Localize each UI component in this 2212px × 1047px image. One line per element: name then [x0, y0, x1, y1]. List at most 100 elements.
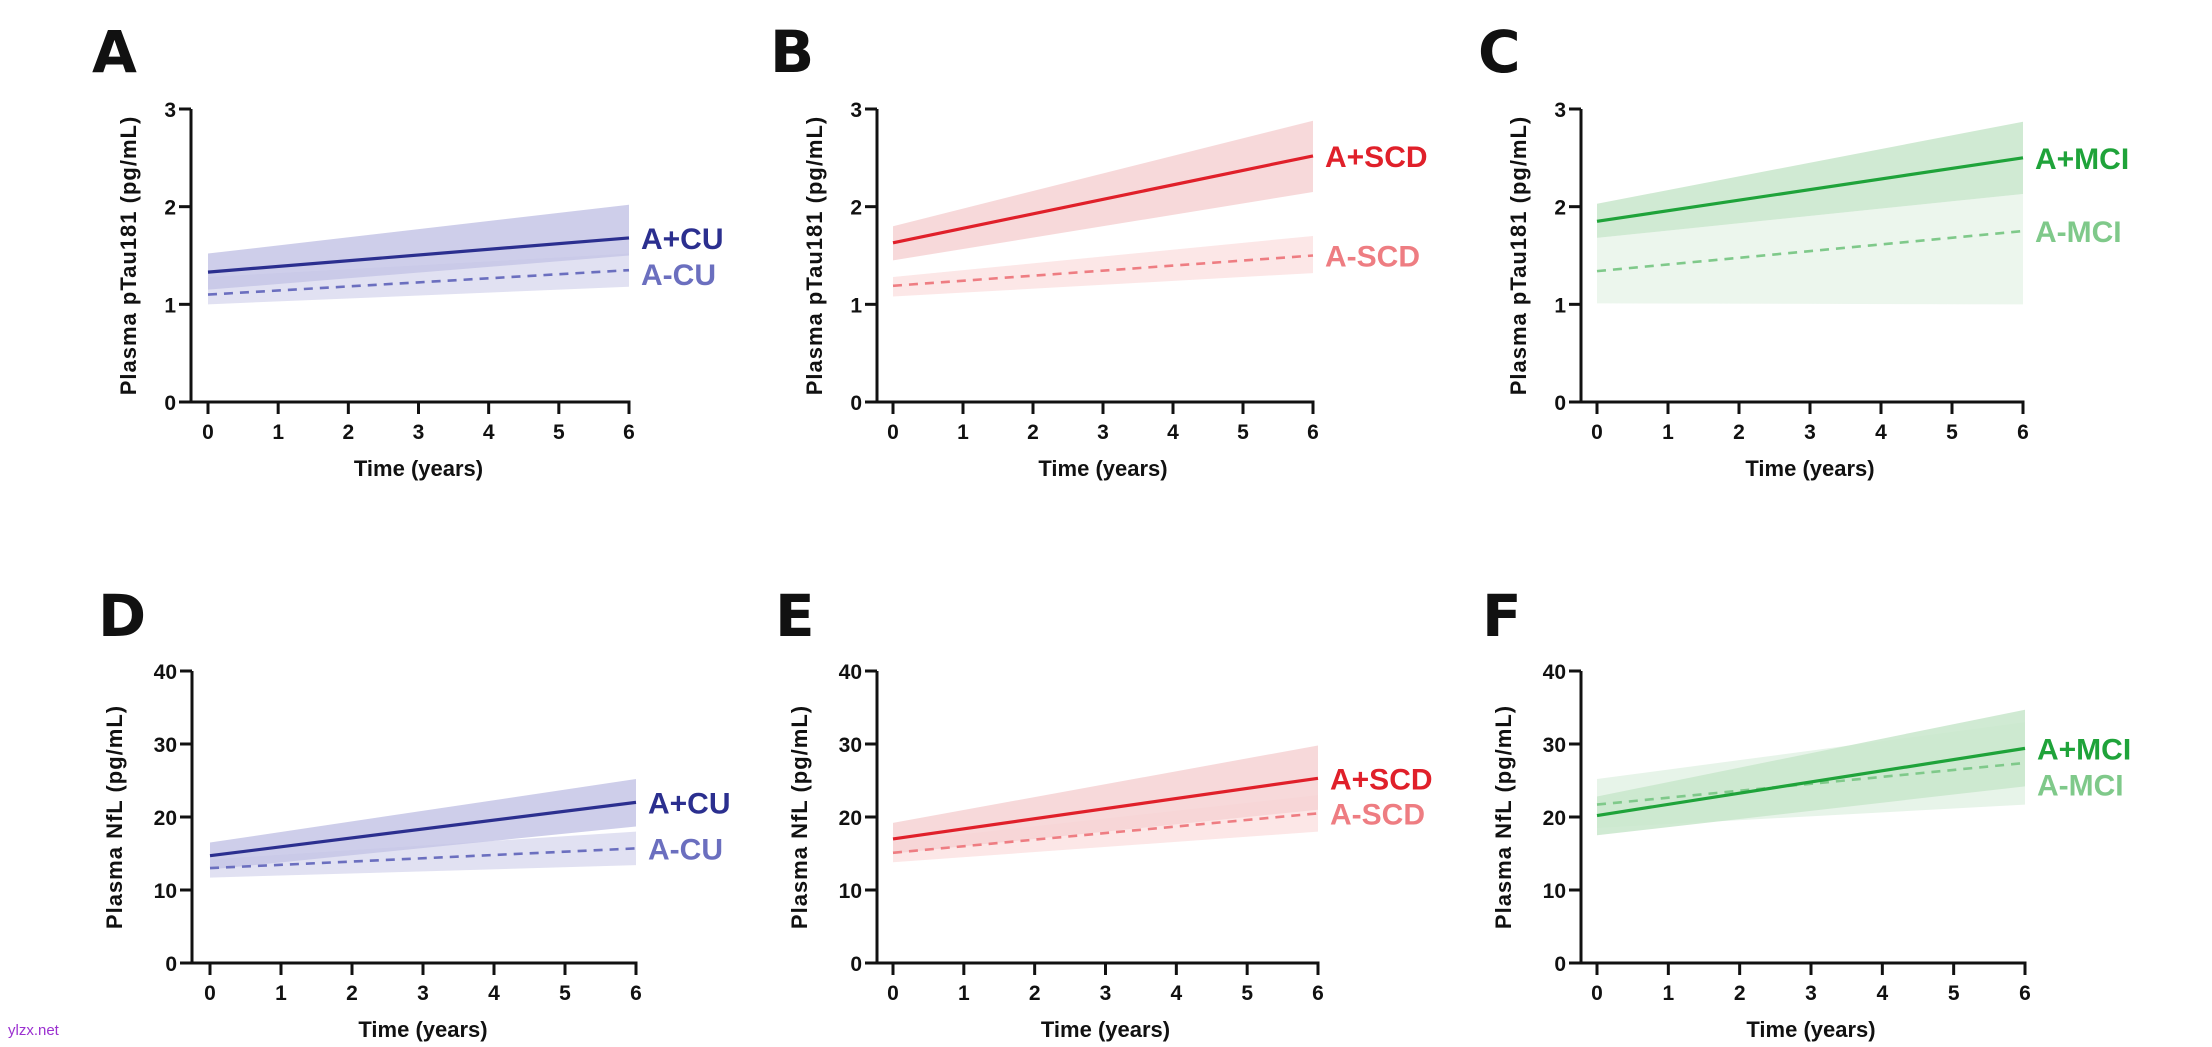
panel-letter: B: [770, 18, 814, 86]
series-line-aneg-cu: [209, 847, 637, 870]
x-tick-label: 2: [342, 421, 354, 444]
y-tick-label: 30: [1543, 734, 1566, 757]
y-tick-label: 10: [154, 880, 177, 903]
y-tick-label: 1: [850, 294, 862, 317]
series-label-negative: A-SCD: [1330, 798, 1425, 831]
series-label-positive: A+CU: [641, 223, 724, 256]
panel-a: A 0 1 2 3 0 1 2 3 4 5 6 Time (years) Plasma pTau181 (…: [92, 18, 724, 481]
x-tick-label: 2: [346, 982, 358, 1005]
y-tick-label: 2: [164, 197, 176, 220]
y-axis-title: Plasma NfL (pg/mL): [1491, 705, 1516, 929]
series-line-aneg-scd: [892, 812, 1319, 855]
x-axis-title: Time (years): [358, 1017, 487, 1042]
x-tick-label: 1: [1662, 421, 1674, 444]
y-axis-title: Plasma pTau181 (pg/mL): [802, 116, 827, 396]
x-tick-label: 4: [1876, 982, 1888, 1005]
panel-b: B 0 1 2 3 0 1 2 3 4 5 6 Time (years) Plasma pTau181 (…: [770, 18, 1428, 481]
x-tick-label: 3: [1097, 421, 1109, 444]
x-tick-label: 6: [623, 421, 635, 444]
y-tick-label: 40: [839, 661, 862, 684]
x-tick-label: 4: [488, 982, 500, 1005]
ci-band-aneg-scd: [893, 235, 1313, 297]
ci-band-aposneg-cu: [208, 204, 629, 290]
x-tick-label: 1: [957, 421, 969, 444]
ci-band-aposneg-cu: [210, 779, 636, 870]
ci-band-aposneg-scd: [893, 745, 1318, 854]
y-tick-label: 3: [1554, 99, 1566, 122]
panel-e: E 0 10 20 30 40 0 1 2 3 4 5 6 Time (years) Plasma NfL …: [775, 582, 1433, 1042]
x-tick-label: 0: [202, 421, 214, 444]
y-tick-label: 20: [154, 807, 177, 830]
ci-band-aposneg-mci: [1597, 709, 2025, 836]
x-tick-label: 3: [1804, 421, 1816, 444]
x-axis-title: Time (years): [1041, 1017, 1170, 1042]
x-tick-label: 3: [1100, 982, 1112, 1005]
x-tick-label: 1: [272, 421, 284, 444]
x-tick-label: 5: [1237, 421, 1249, 444]
y-tick-label: 1: [1554, 294, 1566, 317]
series-line-aposneg-mci: [1596, 156, 2024, 223]
y-axis-title: Plasma NfL (pg/mL): [102, 705, 127, 929]
x-tick-label: 0: [887, 982, 899, 1005]
series-line-aposneg-cu: [209, 800, 637, 858]
y-tick-label: 0: [164, 392, 176, 415]
x-tick-label: 4: [1170, 982, 1182, 1005]
x-axis-title: Time (years): [354, 456, 483, 481]
y-tick-label: 2: [1554, 197, 1566, 220]
series-label-negative: A-CU: [648, 833, 723, 866]
x-tick-label: 6: [2019, 982, 2031, 1005]
y-tick-label: 40: [154, 661, 177, 684]
watermark: ylzx.net: [8, 1022, 59, 1039]
y-tick-label: 3: [850, 99, 862, 122]
panel-letter: C: [1478, 18, 1521, 86]
x-tick-label: 1: [958, 982, 970, 1005]
y-axis-title: Plasma pTau181 (pg/mL): [1506, 116, 1531, 396]
x-tick-label: 6: [2017, 421, 2029, 444]
y-tick-label: 0: [1554, 953, 1566, 976]
series-label-negative: A-MCI: [2035, 216, 2122, 249]
x-tick-label: 0: [204, 982, 216, 1005]
x-tick-label: 3: [417, 982, 429, 1005]
series-line-aposneg-cu: [207, 236, 630, 274]
y-tick-label: 0: [1554, 392, 1566, 415]
series-label-positive: A+MCI: [2037, 733, 2131, 766]
ci-band-aposneg-mci: [1597, 121, 2023, 238]
panel-letter: D: [98, 582, 146, 650]
y-tick-label: 0: [850, 953, 862, 976]
y-tick-label: 30: [839, 734, 862, 757]
ci-band-aneg-mci: [1597, 193, 2023, 305]
series-line-aneg-scd: [892, 254, 1314, 288]
ci-band-aneg-cu: [210, 831, 636, 878]
y-axis-title: Plasma NfL (pg/mL): [787, 705, 812, 929]
panel-letter: E: [775, 582, 815, 650]
x-tick-label: 3: [413, 421, 425, 444]
x-tick-label: 2: [1734, 982, 1746, 1005]
y-tick-label: 1: [164, 294, 176, 317]
x-axis-title: Time (years): [1746, 1017, 1875, 1042]
x-tick-label: 1: [1662, 982, 1674, 1005]
series-label-negative: A-CU: [641, 259, 716, 292]
series-line-aneg-mci: [1596, 761, 2026, 806]
x-tick-label: 0: [1591, 421, 1603, 444]
series-line-aneg-mci: [1596, 229, 2024, 273]
y-tick-label: 20: [839, 807, 862, 830]
x-tick-label: 6: [1312, 982, 1324, 1005]
x-axis-title: Time (years): [1038, 456, 1167, 481]
panel-c: C 0 1 2 3 0 1 2 3 4 5 6 Time (years) Plasma pTau181 (…: [1478, 18, 2129, 481]
panel-f: F 0 10 20 30 40 0 1 2 3 4 5 6 Time (years) Plasma NfL …: [1482, 582, 2131, 1042]
y-tick-label: 0: [850, 392, 862, 415]
series-label-positive: A+SCD: [1330, 763, 1433, 796]
x-tick-label: 4: [1167, 421, 1179, 444]
x-tick-label: 6: [1307, 421, 1319, 444]
series-line-aposneg-scd: [892, 154, 1314, 245]
y-tick-label: 30: [154, 734, 177, 757]
x-tick-label: 0: [1591, 982, 1603, 1005]
y-tick-label: 20: [1543, 807, 1566, 830]
y-tick-label: 2: [850, 197, 862, 220]
panel-letter: A: [92, 18, 137, 86]
y-tick-label: 10: [839, 880, 862, 903]
y-tick-label: 10: [1543, 880, 1566, 903]
x-tick-label: 2: [1733, 421, 1745, 444]
x-tick-label: 5: [1948, 982, 1960, 1005]
